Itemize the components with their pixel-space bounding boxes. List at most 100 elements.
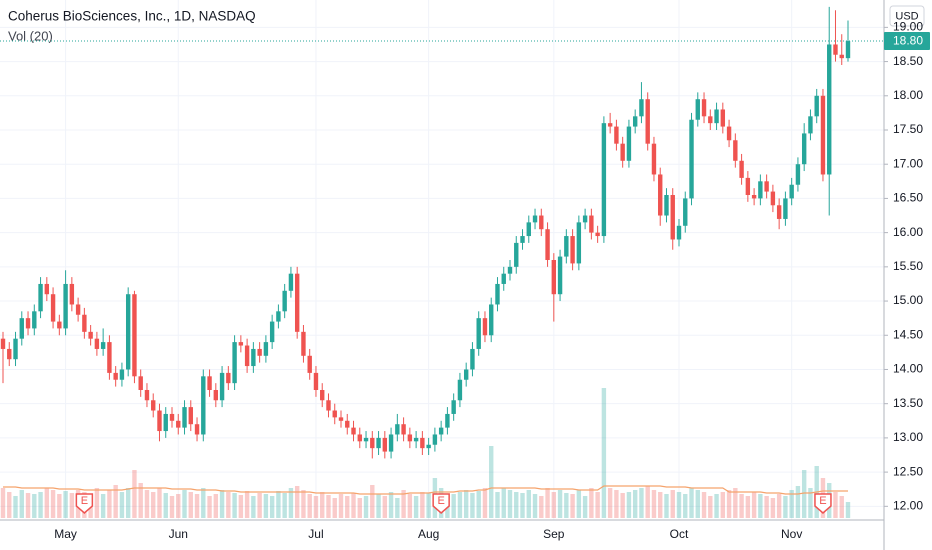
volume-bar xyxy=(401,490,406,518)
candle-body xyxy=(269,321,275,343)
candle-body xyxy=(351,427,356,435)
x-tick-label: Nov xyxy=(781,527,802,541)
candle-body xyxy=(244,345,250,367)
volume-bar xyxy=(520,493,525,518)
candle-body xyxy=(25,318,31,329)
volume-bar xyxy=(451,494,456,518)
volume-bar xyxy=(207,496,212,518)
volume-bar xyxy=(107,490,112,518)
candle-body xyxy=(188,407,193,425)
volume-bar xyxy=(645,486,650,518)
volume-bar xyxy=(789,490,794,518)
volume-bar xyxy=(276,491,281,518)
volume-bar xyxy=(470,493,475,518)
candle-body xyxy=(708,116,713,124)
volume-bar xyxy=(376,494,381,518)
candle-body xyxy=(238,342,244,346)
last-price-label: 18.80 xyxy=(893,34,923,48)
volume-bar xyxy=(751,492,757,518)
volume-bar xyxy=(301,490,306,518)
candle-body xyxy=(107,342,112,373)
volume-bar xyxy=(50,490,56,518)
candle-body xyxy=(689,119,694,199)
volume-bar xyxy=(601,388,607,518)
volume-bar xyxy=(63,491,68,518)
volume-bar xyxy=(351,493,356,518)
volume-bar xyxy=(576,490,582,518)
candle-body xyxy=(758,181,763,199)
candle-body xyxy=(695,99,700,120)
volume-bar xyxy=(695,490,700,518)
candle-body xyxy=(714,109,719,124)
candle-body xyxy=(420,437,425,449)
candle-body xyxy=(726,126,732,141)
volume-bar xyxy=(151,492,156,518)
volume-bar xyxy=(539,496,544,518)
candle-body xyxy=(257,348,262,356)
volume-bar xyxy=(238,495,244,518)
volume-bar xyxy=(125,488,131,518)
volume-bar xyxy=(288,488,294,518)
candle-body xyxy=(720,109,726,127)
candle-body xyxy=(326,400,331,411)
candle-body xyxy=(827,44,832,175)
candle-body xyxy=(44,283,50,295)
y-tick-label: 17.50 xyxy=(893,122,923,136)
volume-bar xyxy=(182,490,187,518)
candle-body xyxy=(113,372,118,380)
currency-box[interactable] xyxy=(889,5,925,27)
candle-body xyxy=(545,229,550,260)
earnings-label: E xyxy=(437,495,444,507)
candle-body xyxy=(539,215,544,230)
volume-bar xyxy=(132,470,137,518)
volume-bar xyxy=(589,488,594,518)
volume-bar xyxy=(582,496,588,518)
grid xyxy=(0,0,884,520)
volume-bar xyxy=(282,493,287,518)
candle-body xyxy=(338,417,344,421)
volume-bar xyxy=(620,493,625,518)
earnings-marker xyxy=(432,493,450,514)
candle-body xyxy=(38,283,43,312)
volume-bar xyxy=(570,494,575,518)
candle-body xyxy=(382,437,388,452)
volume-bar xyxy=(720,492,726,518)
volume-bar xyxy=(0,488,6,518)
x-tick-label: Sep xyxy=(543,527,565,541)
candle-body xyxy=(651,143,657,175)
volume-ma-line xyxy=(3,485,848,495)
volume-bar xyxy=(163,493,168,518)
candle-body xyxy=(645,99,650,144)
y-tick-label: 13.50 xyxy=(893,396,923,410)
volume-bar xyxy=(607,488,613,518)
candle-body xyxy=(776,205,782,219)
candle-body xyxy=(701,99,707,117)
volume-bar xyxy=(651,490,657,518)
candle-body xyxy=(75,304,81,315)
candle-body xyxy=(182,407,187,428)
volume-title: Vol (20) xyxy=(8,28,53,43)
candle-body xyxy=(632,116,638,127)
candle-body xyxy=(582,215,588,223)
x-tick-label: Oct xyxy=(670,527,689,541)
volume-bar xyxy=(7,492,12,518)
volume-bar xyxy=(639,488,644,518)
volume-bar xyxy=(57,494,62,518)
volume-bar xyxy=(94,488,100,518)
volume-bar xyxy=(745,496,751,518)
volume-bar xyxy=(320,492,325,518)
volume-bar xyxy=(113,485,118,518)
volume-bar xyxy=(338,494,344,518)
y-tick-label: 14.00 xyxy=(893,362,923,376)
candle-body xyxy=(219,372,225,401)
volume-bar xyxy=(676,492,682,518)
candle-body xyxy=(426,444,431,449)
volume-bar xyxy=(144,490,150,518)
candle-body xyxy=(457,379,463,401)
volume-bar xyxy=(482,488,488,518)
candle-body xyxy=(789,184,794,199)
chart-title: Coherus BioSciences, Inc., 1D, NASDAQ xyxy=(8,9,256,24)
x-tick-label: Jul xyxy=(308,527,323,541)
volume-bar xyxy=(413,496,419,518)
